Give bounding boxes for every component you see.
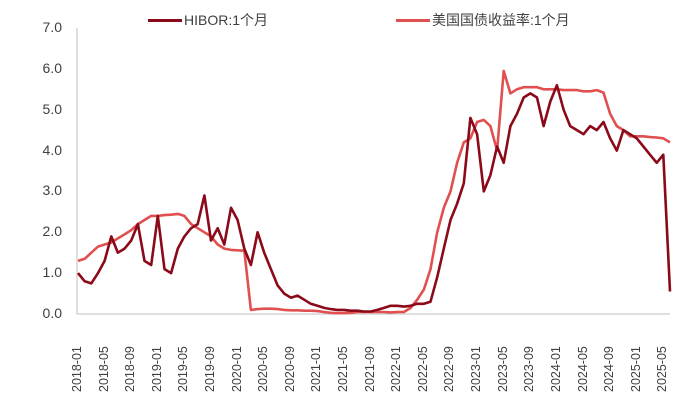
x-tick-label: 2024-05: [575, 346, 590, 392]
x-tick-label: 2018-05: [96, 346, 111, 392]
x-tick-label: 2023-09: [522, 346, 537, 392]
legend-swatch-hibor: [148, 18, 182, 22]
x-tick-label: 2020-01: [229, 346, 244, 392]
x-tick-label: 2021-09: [362, 346, 377, 392]
legend-swatch-ust: [396, 18, 430, 22]
x-tick-label: 2021-05: [336, 346, 351, 392]
y-tick-label: 1.0: [42, 264, 62, 281]
y-tick-label: 2.0: [42, 223, 62, 240]
x-tick-label: 2022-01: [389, 346, 404, 392]
y-tick-label: 6.0: [42, 59, 62, 76]
y-tick-label: 0.0: [42, 305, 62, 321]
x-tick-label: 2023-01: [469, 346, 484, 392]
x-tick-label: 2020-05: [256, 346, 271, 392]
x-tick-label: 2022-05: [415, 346, 430, 392]
x-tick-label: 2019-01: [149, 346, 164, 392]
x-tick-label: 2018-09: [123, 346, 138, 392]
x-tick-label: 2023-05: [495, 346, 510, 392]
legend: HIBOR:1个月 美国国债收益率:1个月: [0, 10, 700, 32]
x-tick-label: 2019-09: [203, 346, 218, 392]
y-tick-label: 5.0: [42, 100, 62, 117]
x-tick-label: 2024-09: [602, 346, 617, 392]
x-tick-label: 2020-09: [282, 346, 297, 392]
series-line-ust: [77, 69, 671, 315]
x-tick-label: 2022-09: [442, 346, 457, 392]
y-tick-label: 4.0: [42, 141, 62, 158]
x-tick-label: 2025-01: [628, 346, 643, 392]
x-tick-label: 2025-05: [655, 346, 670, 392]
legend-item-ust: 美国国债收益率:1个月: [396, 10, 570, 30]
x-tick-label: 2019-05: [176, 346, 191, 392]
y-tick-label: 3.0: [42, 182, 62, 199]
y-tick-label: 7.0: [42, 19, 62, 35]
x-tick-label: 2021-01: [309, 346, 324, 392]
x-tick-label: 2018-01: [70, 346, 84, 392]
series-line-hibor: [76, 83, 672, 313]
legend-label-hibor: HIBOR:1个月: [184, 12, 269, 28]
legend-label-ust: 美国国债收益率:1个月: [432, 12, 570, 28]
x-tick-label: 2024-01: [548, 346, 563, 392]
legend-item-hibor: HIBOR:1个月: [148, 10, 268, 30]
